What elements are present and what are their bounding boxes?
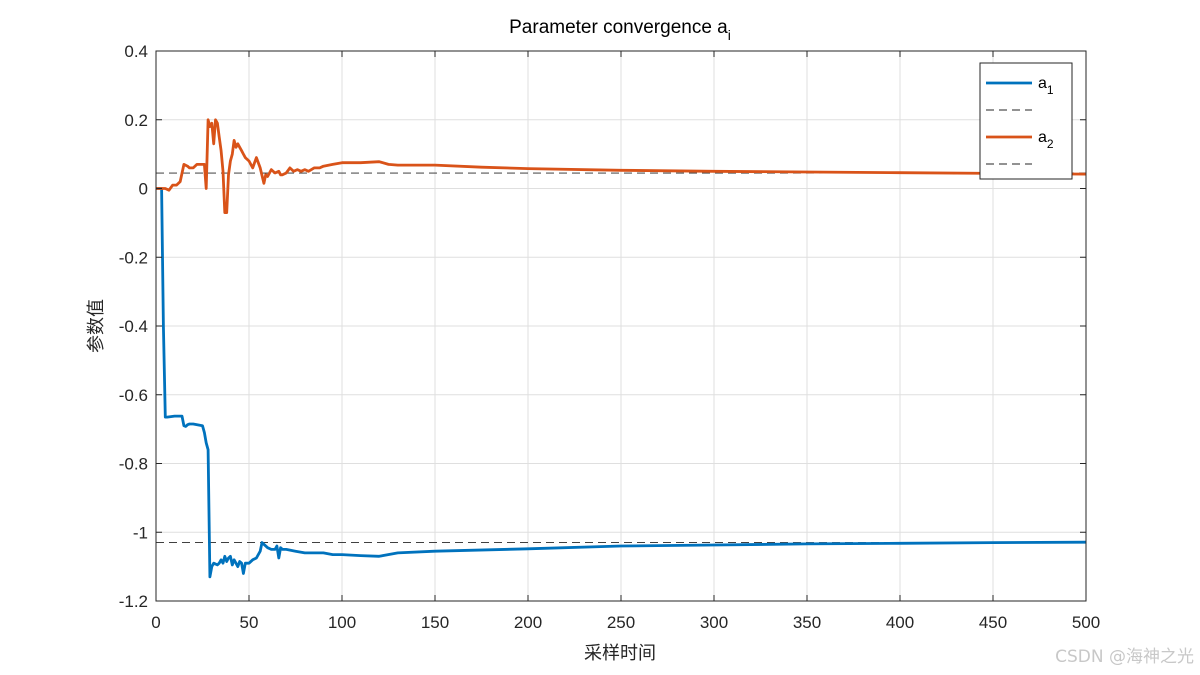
y-tick-labels: -1.2 -1 -0.8 -0.6 -0.4 -0.2 0 0.2 0.4 <box>119 42 148 611</box>
y-tick-label: 0 <box>139 180 148 199</box>
x-tick-label: 350 <box>793 613 821 632</box>
chart-title: Parameter convergence ai <box>509 17 731 43</box>
x-tick-label: 150 <box>421 613 449 632</box>
legend-label: a2 <box>1038 129 1054 151</box>
y-tick-label: -1 <box>133 523 148 542</box>
x-axis-label: 采样时间 <box>584 643 656 664</box>
series-line-a2 <box>156 118 1087 215</box>
y-tick-label: -0.8 <box>119 455 148 474</box>
legend-box <box>979 62 1073 180</box>
x-tick-label: 450 <box>979 613 1007 632</box>
x-tick-label: 400 <box>886 613 914 632</box>
y-tick-label: -0.2 <box>119 248 148 267</box>
x-tick-label: 0 <box>151 613 160 632</box>
legend-label: a1 <box>1038 75 1054 97</box>
x-tick-label: 200 <box>514 613 542 632</box>
y-tick-label: -0.6 <box>119 386 148 405</box>
y-tick-label: -0.4 <box>119 317 148 336</box>
y-tick-label: 0.2 <box>124 111 148 130</box>
x-tick-labels: 0 50 100 150 200 250 300 350 400 450 500 <box>151 613 1100 632</box>
x-tick-label: 100 <box>328 613 356 632</box>
grid-lines <box>155 50 1087 602</box>
x-tick-label: 300 <box>700 613 728 632</box>
y-tick-label: -1.2 <box>119 592 148 611</box>
y-axis-label: 参数值 <box>86 299 107 353</box>
series-lines <box>156 118 1087 579</box>
y-tick-label: 0.4 <box>124 42 148 61</box>
series-line-a1 <box>156 187 1087 579</box>
watermark: CSDN @海神之光 <box>1055 647 1194 667</box>
x-tick-label: 250 <box>607 613 635 632</box>
x-tick-label: 500 <box>1072 613 1100 632</box>
legend: a1 a2 <box>979 62 1073 180</box>
axis-ticks <box>155 50 1087 602</box>
x-tick-label: 50 <box>240 613 259 632</box>
